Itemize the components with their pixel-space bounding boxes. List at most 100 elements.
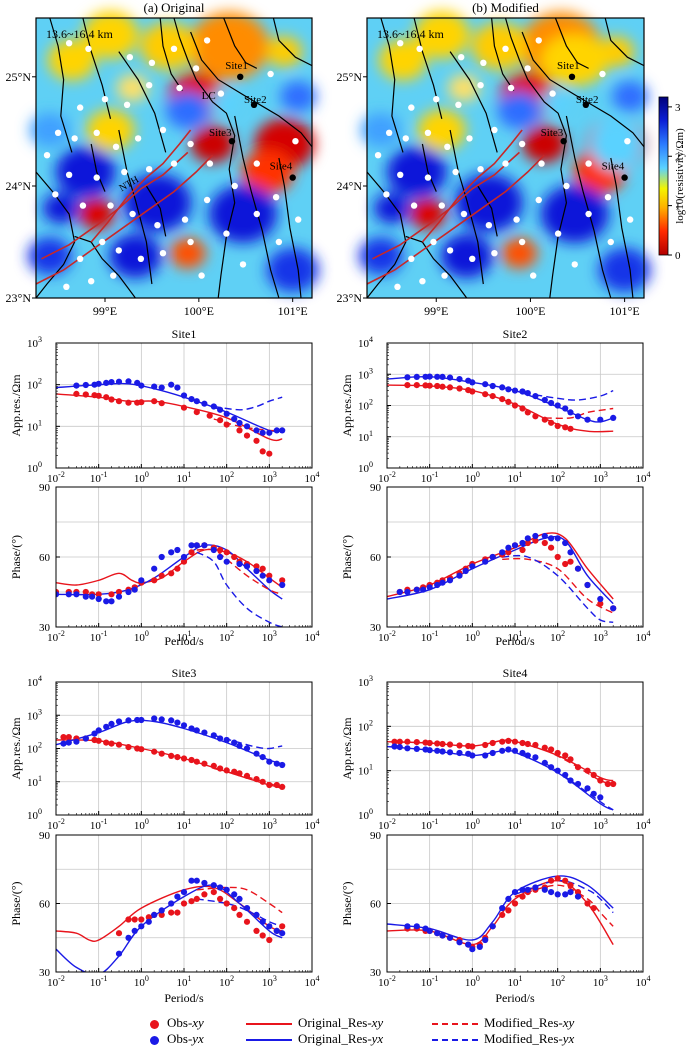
fault-line [491,17,515,92]
phase-obs-yx-point [524,535,531,542]
phase-y-axis-label: Phase/(°) [340,535,354,579]
res-obs-yx-point [125,717,132,724]
station-marker [394,283,401,290]
res-obs-xy-point [391,738,398,745]
fault-line [521,31,645,148]
station-marker [502,45,509,52]
station-marker [239,261,247,268]
map-x-tick-label: 100°E [515,304,545,318]
phase-obs-xy-point [505,549,512,556]
legend-obs-yx: Obs-yx [150,1031,204,1047]
station-marker [480,59,487,66]
map-x-tick-label: 101°E [610,304,640,318]
res-obs-yx-point [236,419,243,427]
y-tick-label: 30 [370,622,382,634]
res-obs-yx-point [426,373,433,380]
res-obs-yx-point [60,740,67,747]
station-marker [198,272,205,279]
phase-obs-yx-point [193,542,200,549]
x-tick-label: 10-2 [47,470,65,485]
res-obs-xy-point [511,402,519,409]
res-obs-xy-point [532,741,539,749]
res-mod-yx-curve [535,389,614,401]
res-obs-xy-point [243,772,251,780]
phase-obs-yx-point [131,586,138,593]
res-obs-xy-point [524,740,531,748]
phase-obs-yx-point [89,593,96,600]
phase-obs-yx-point [548,535,555,542]
res-obs-yx-point [489,382,496,390]
station-marker [187,140,194,148]
res-obs-xy-point [82,391,89,398]
legend-mod-xy: Modified_Res-xy [432,1015,574,1031]
station-marker [604,194,612,201]
phase-obs-xy-point [562,560,569,568]
map-x-tick-label: 100°E [184,304,214,318]
res-data [56,715,286,791]
res-obs-yx-point [138,382,145,389]
red-fault-line [421,129,523,243]
phase-obs-yx-point [532,884,539,891]
phase-obs-yx-point [243,905,251,912]
res-mod-xy-curve [544,407,614,420]
res-obs-xy-point [456,385,463,392]
res-obs-yx-point [413,745,420,753]
x-tick-label: 103 [262,817,277,832]
x-tick-label: 103 [262,974,277,989]
res-obs-yx-point [201,400,208,407]
res-obs-xy-point [259,448,266,455]
res-obs-xy-point [95,737,102,744]
phase-obs-yx-point [505,895,512,903]
res-obs-xy-point [469,388,476,395]
phase-obs-yx-point [188,877,195,884]
phase-obs-yx-point [273,927,280,935]
legend-mod-xy-text: Modified_Res- [484,1015,563,1030]
res-obs-xy-point [193,758,200,765]
x-tick-label: 104 [305,470,320,485]
station-marker [554,230,562,237]
x-tick-label: 102 [219,974,234,989]
phase-obs-xy-point [279,923,286,930]
phase-obs-yx-point [413,586,420,593]
phase-obs-xy-point [554,875,561,882]
phase-obs-yx-point [476,943,483,951]
res-obs-yx-point [524,390,531,397]
resistivity-blob [190,125,235,163]
phase-obs-xy-point [210,889,217,896]
station-marker [93,129,100,136]
resistivity-blob [241,149,294,195]
station-marker [126,54,134,61]
resistivity-blob [373,193,410,224]
res-obs-xy-point [125,399,132,406]
station-marker [441,272,448,279]
x-tick-label: 101 [508,974,523,989]
colorbar-ticks: 3 2 1 0 [668,102,681,262]
y-tick-label: 103 [27,707,42,722]
phase-mod-yx-curve [196,898,283,927]
x-axis-label: Period/s [164,991,204,1005]
phase-obs-yx-point [115,593,123,600]
phase-obs-yx-point [236,895,243,903]
phase-obs-yx-point [145,918,152,925]
phase-y-axis-label: Phase/(°) [9,535,23,579]
legend-orig-yx: Original_Res-yx [246,1031,383,1047]
res-obs-yx-point [446,749,454,756]
station-marker [585,160,592,167]
res-obs-yx-point [548,399,555,407]
x-tick-label: 100 [134,974,149,989]
station-marker [292,138,299,145]
phase-obs-yx-point [95,595,102,603]
site-label-3: Site3 [209,127,232,139]
site-marker-3 [228,138,236,145]
x-tick-label: 100 [465,629,480,644]
res-obs-xy-point [584,767,591,774]
res-obs-yx-point [73,738,80,745]
red-fault-line [35,154,214,285]
resistivity-blob [280,81,317,112]
y-tick-label: 90 [370,830,382,842]
chart-title: Site4 [503,666,528,680]
station-marker [563,182,570,190]
res-mod-yx-curve [213,396,283,411]
station-marker [134,135,142,142]
resistivity-blob [497,91,542,130]
